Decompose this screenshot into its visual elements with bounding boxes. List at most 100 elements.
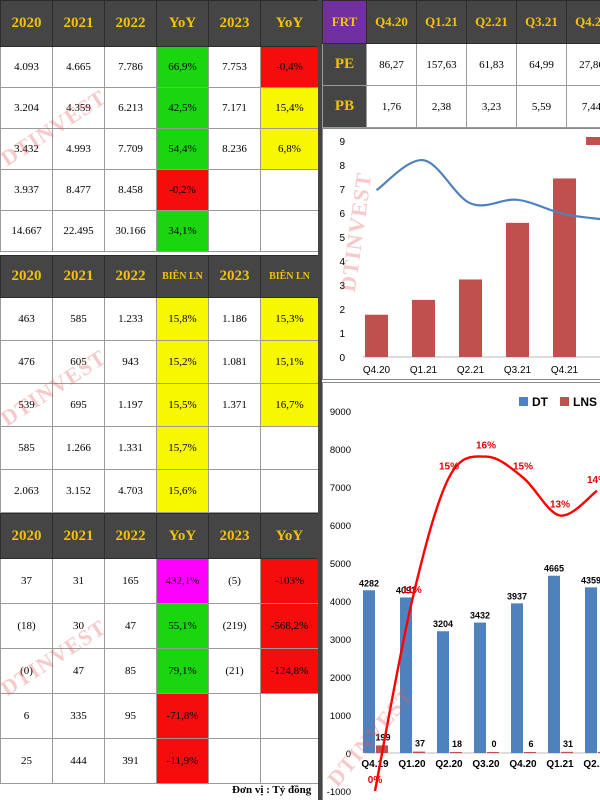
table-cell: 695 <box>52 383 105 427</box>
valuation-table: FRTQ4.20Q1.21Q2.21Q3.21Q4.21PE86,27157,6… <box>322 0 600 128</box>
bar-dt <box>548 575 560 753</box>
data-label-lns: 199 <box>375 732 390 742</box>
table-cell: 47 <box>104 603 157 649</box>
table-row: 2.063 3.152 4.703 15,6% <box>0 469 319 513</box>
table-cell: 605 <box>52 340 105 384</box>
table-cell: -568,2% <box>260 603 319 649</box>
table-row: 14.667 22.495 30.166 34,1% <box>0 210 319 252</box>
table-cell <box>208 738 261 784</box>
data-label-dt: 4665 <box>544 564 564 574</box>
bar-lns <box>450 752 462 753</box>
data-label-margin: 11% <box>402 585 422 596</box>
table-cell <box>208 210 261 252</box>
data-label-dt: 4282 <box>359 578 379 588</box>
bar-dt <box>437 631 449 753</box>
table-row: 476 605 943 15,2% 1.081 15,1% <box>0 340 319 384</box>
table-cell: 1.233 <box>104 297 157 341</box>
table-cell: 54,4% <box>156 128 209 170</box>
x-tick-label: Q3.20 <box>472 759 500 770</box>
data-label-lns: 37 <box>415 739 425 749</box>
header-cell: 2022 <box>104 513 157 559</box>
table-cell: 4.703 <box>104 469 157 513</box>
y-tick-label: -1000 <box>327 787 351 798</box>
table-cell: 1.331 <box>104 426 157 470</box>
table-cell: 585 <box>52 297 105 341</box>
bar-dt <box>474 622 486 753</box>
table-cell: 14.667 <box>0 210 53 252</box>
table-cell: 95 <box>104 693 157 739</box>
table-cell: -0,2% <box>156 169 209 211</box>
table-cell: 1.186 <box>208 297 261 341</box>
header-cell: 2022 <box>104 255 157 298</box>
y-tick-label: 5000 <box>330 559 351 570</box>
x-tick-label: Q4.20 <box>363 365 391 376</box>
table-cell: 66,9% <box>156 46 209 88</box>
table-cell: 6,8% <box>260 128 319 170</box>
y-tick-label: 2000 <box>330 673 351 684</box>
x-tick-label: Q3.21 <box>504 365 532 376</box>
table-cell: 3.204 <box>0 87 53 129</box>
x-tick-label: Q1.21 <box>546 759 574 770</box>
table-cell: 27,86 <box>566 43 600 86</box>
table-cell: 85 <box>104 648 157 694</box>
table-cell: (5) <box>208 558 261 604</box>
table-cell: 37 <box>0 558 53 604</box>
table-row: (18) 30 47 55,1% (219) -568,2% <box>0 603 319 649</box>
header-cell: 2023 <box>208 255 261 298</box>
header-cell: 2022 <box>104 0 157 47</box>
revenue-profit-chart-svg: -1000 0 1000 2000 3000 4000 5000 6000 7000 8000 90… <box>327 395 600 798</box>
table-cell: 585 <box>0 426 53 470</box>
y-tick-label: 4000 <box>330 597 351 608</box>
table-cell: (0) <box>0 648 53 694</box>
table-cell: -103% <box>260 558 319 604</box>
net-profit-table: 2020 2021 2022 YoY 2023 YoY 37 31 165 432,1% (5) -1… <box>0 513 319 784</box>
table-cell: 15,6% <box>156 469 209 513</box>
table-cell: 30.166 <box>104 210 157 252</box>
revenue-profit-chart: -1000 0 1000 2000 3000 4000 5000 6000 7000 8000 90… <box>322 382 600 800</box>
header-cell: 2023 <box>208 0 261 47</box>
x-tick-label: Q2.20 <box>435 759 463 770</box>
bar-lns <box>524 752 536 753</box>
table-row: (0) 47 85 79,1% (21) -124,8% <box>0 648 319 694</box>
y-tick-label: 1 <box>339 329 345 340</box>
data-label-dt: 4359 <box>581 575 600 585</box>
table-cell: 3.432 <box>0 128 53 170</box>
row-label: PB <box>322 85 367 128</box>
y-tick-label: 2 <box>339 305 345 316</box>
data-label-lns: 6 <box>528 739 533 749</box>
table-cell: 15,5% <box>156 383 209 427</box>
table-row: 37 31 165 432,1% (5) -103% <box>0 558 319 604</box>
table-cell: 7.171 <box>208 87 261 129</box>
table-row: 463 585 1.233 15,8% 1.186 15,3% <box>0 297 319 341</box>
data-label-lns: 31 <box>563 739 573 749</box>
column-divider <box>318 0 322 800</box>
header-cell: 2020 <box>0 255 53 298</box>
table-cell: 4.993 <box>52 128 105 170</box>
bar <box>412 299 435 357</box>
table-cell <box>260 210 319 252</box>
header-cell: Q1.21 <box>416 0 467 44</box>
table-cell <box>260 469 319 513</box>
bar <box>506 222 529 357</box>
table-cell: 6.213 <box>104 87 157 129</box>
table-cell: 943 <box>104 340 157 384</box>
table-cell: 15,2% <box>156 340 209 384</box>
bar <box>365 314 388 357</box>
table-row: 585 1.266 1.331 15,7% <box>0 426 319 470</box>
table-cell: 4.665 <box>52 46 105 88</box>
table-cell: 64,99 <box>516 43 567 86</box>
row-label: PE <box>322 43 367 86</box>
table-cell: 55,1% <box>156 603 209 649</box>
table-cell: 22.495 <box>52 210 105 252</box>
table-cell <box>208 693 261 739</box>
table-cell: 1,76 <box>366 85 417 128</box>
table-cell: 4.359 <box>52 87 105 129</box>
y-tick-label: 6000 <box>330 521 351 532</box>
table-cell: 3.937 <box>0 169 53 211</box>
table-row: 25 444 391 -11,9% <box>0 738 319 784</box>
bar-dt <box>585 587 597 753</box>
table-cell: 463 <box>0 297 53 341</box>
data-label-margin: 14% <box>587 475 600 486</box>
legend-label-dt: DT <box>532 395 549 409</box>
